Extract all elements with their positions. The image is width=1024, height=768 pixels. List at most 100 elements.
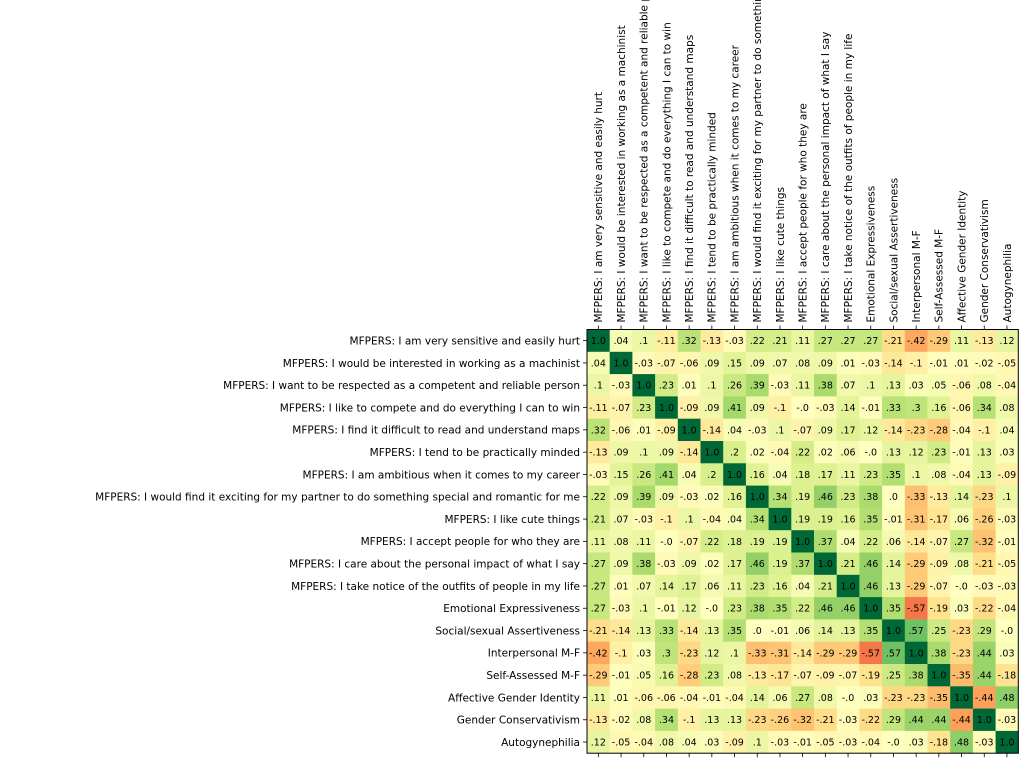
cell-value-label: -.19 <box>930 604 949 615</box>
cell-value-label: .09 <box>818 425 833 436</box>
cell-value-label: .12 <box>591 737 606 748</box>
cell-value-label: -.03 <box>589 470 608 481</box>
heatmap-cell <box>632 441 656 464</box>
heatmap-cell <box>882 396 906 420</box>
heatmap-cell <box>745 664 769 687</box>
cell-value-label: -.04 <box>861 737 880 748</box>
row-label: MFPERS: I am ambitious when it comes to … <box>303 469 581 481</box>
heatmap-cell <box>927 619 951 643</box>
row-label: MFPERS: I accept people for who they are <box>361 536 580 548</box>
cell-value-label: -.01 <box>657 604 676 615</box>
cell-value-label: .13 <box>727 715 742 726</box>
heatmap-cell <box>632 396 656 420</box>
heatmap-cell <box>587 418 611 442</box>
heatmap-cell <box>859 530 883 553</box>
heatmap-cell <box>587 329 611 353</box>
cell-value-label: .27 <box>818 336 833 347</box>
heatmap-cell <box>632 664 656 687</box>
cell-value-label: .11 <box>636 537 651 548</box>
cell-value-label: -.01 <box>930 358 949 369</box>
cell-value-label: -.33 <box>907 492 926 503</box>
cell-value-label: .13 <box>886 581 901 592</box>
cell-value-label: .23 <box>659 381 674 392</box>
cell-value-label: .34 <box>659 715 674 726</box>
heatmap-cell <box>904 441 928 464</box>
row-label: Gender Conservativism <box>457 715 580 727</box>
cell-value-label: -.0 <box>1001 626 1014 637</box>
cell-value-label: .11 <box>591 537 606 548</box>
cell-value-label: .48 <box>954 737 969 748</box>
column-label: MFPERS: I take notice of the outfits of … <box>843 34 855 323</box>
cell-value-label: -.0 <box>706 604 719 615</box>
heatmap-cell <box>904 507 928 531</box>
cell-value-label: 1.0 <box>909 648 924 659</box>
heatmap-cell <box>587 619 611 643</box>
heatmap-cell <box>655 619 679 643</box>
cell-value-label: 1.0 <box>795 537 810 548</box>
cell-value-label: -.05 <box>816 737 835 748</box>
heatmap-cell <box>723 708 747 732</box>
row-label: MFPERS: I care about the personal impact… <box>289 558 580 570</box>
heatmap-cell <box>632 708 656 732</box>
cell-value-label: .0 <box>753 626 762 637</box>
row-label: MFPERS: I want to be respected as a comp… <box>223 380 580 392</box>
heatmap-cell <box>882 441 906 464</box>
heatmap-cell <box>882 619 906 643</box>
heatmap-cell <box>972 619 996 643</box>
cell-value-label: 1.0 <box>704 448 719 459</box>
cell-value-label: .41 <box>659 470 674 481</box>
cell-value-label: -.01 <box>703 693 722 704</box>
cell-value-label: -.03 <box>998 581 1017 592</box>
cell-value-label: .23 <box>704 671 719 682</box>
cell-value-label: .08 <box>636 715 651 726</box>
cell-value-label: -.03 <box>816 403 835 414</box>
heatmap-cell <box>882 485 906 509</box>
cell-value-label: -.06 <box>612 425 631 436</box>
cell-value-label: -.04 <box>680 693 699 704</box>
heatmap-cell <box>882 530 906 553</box>
heatmap-cell <box>768 441 792 464</box>
cell-value-label: -.04 <box>771 448 790 459</box>
heatmap-cell <box>972 418 996 442</box>
cell-value-label: .12 <box>909 448 924 459</box>
cell-value-label: .29 <box>886 715 901 726</box>
cell-value-label: .1 <box>1002 492 1011 503</box>
heatmap-cell <box>836 619 860 643</box>
heatmap-cell <box>609 708 633 732</box>
cell-value-label: .46 <box>840 604 855 615</box>
heatmap-cell <box>768 530 792 553</box>
heatmap-cell <box>587 463 611 486</box>
heatmap-cell <box>609 351 633 375</box>
cell-value-label: -.01 <box>793 737 812 748</box>
heatmap-cell <box>972 463 996 486</box>
cell-value-label: -.23 <box>952 626 971 637</box>
row-label: MFPERS: I am very sensitive and easily h… <box>350 335 580 347</box>
heatmap-cell <box>587 597 611 620</box>
heatmap-cell <box>609 329 633 353</box>
heatmap-cell <box>995 708 1019 732</box>
cell-value-label: .23 <box>840 492 855 503</box>
heatmap-cell <box>927 686 951 709</box>
heatmap-cell <box>677 686 701 709</box>
column-label: MFPERS: I care about the personal impact… <box>820 32 832 323</box>
heatmap-cell <box>745 530 769 553</box>
cell-value-label: -.09 <box>930 559 949 570</box>
cell-value-label: -.14 <box>680 448 699 459</box>
heatmap-cell <box>700 507 724 531</box>
cell-value-label: 1.0 <box>750 492 765 503</box>
heatmap-cell <box>745 597 769 620</box>
heatmap-cell <box>587 351 611 375</box>
heatmap-cell <box>995 463 1019 486</box>
heatmap-cell <box>972 374 996 397</box>
heatmap-cell <box>609 730 633 754</box>
heatmap-cell <box>632 730 656 754</box>
heatmap-cell <box>609 396 633 420</box>
heatmap-cell <box>677 351 701 375</box>
heatmap-cell <box>791 708 815 732</box>
column-label: MFPERS: I tend to be practically minded <box>707 112 719 322</box>
cell-value-label: -.01 <box>612 671 631 682</box>
cell-value-label: .39 <box>636 492 651 503</box>
cell-value-label: .19 <box>795 514 810 525</box>
cell-value-label: -.14 <box>884 425 903 436</box>
